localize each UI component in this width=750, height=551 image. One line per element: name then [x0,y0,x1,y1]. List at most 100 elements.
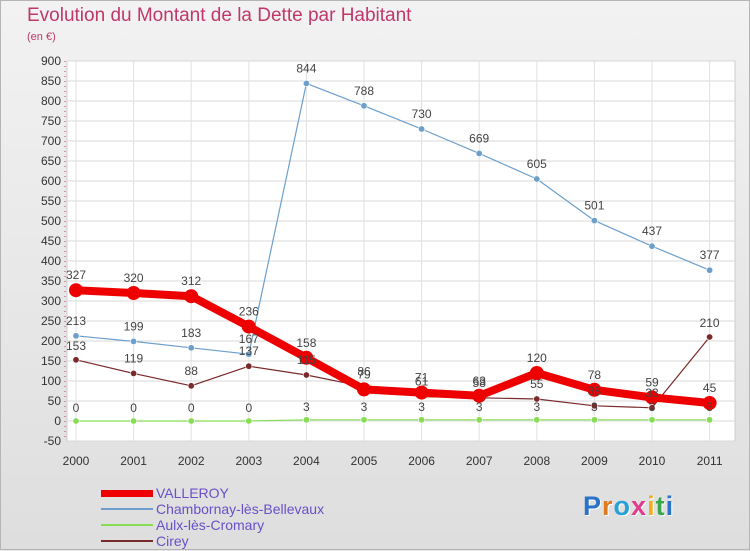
y-tick-label: 700 [41,134,61,148]
logo-letter: i [665,491,675,521]
logo-letter: t [655,491,666,521]
data-point [130,417,138,425]
plot-area [66,60,736,442]
legend-label: Aulx-lès-Cromary [156,517,265,533]
y-tick-label: 200 [41,334,61,348]
data-point [418,416,426,424]
data-point [72,417,80,425]
data-point [187,417,195,425]
y-tick-label: 450 [41,234,61,248]
data-point [475,416,483,424]
y-tick-label: 150 [41,354,61,368]
data-label: 0 [73,401,80,415]
y-tick-label: 50 [48,394,62,408]
x-tick-label: 2010 [639,454,666,468]
data-point [645,390,659,405]
data-point [245,350,253,358]
y-tick-label: 100 [41,374,61,388]
series-line-2 [76,419,710,422]
x-tick-label: 2004 [293,454,320,468]
y-tick-label: 500 [41,214,61,228]
data-point [706,416,714,424]
data-label: 3 [476,400,483,414]
x-tick-label: 2002 [178,454,205,468]
data-label: 320 [124,271,144,285]
data-point [130,369,138,377]
x-tick-label: 2005 [351,454,378,468]
y-tick-label: 400 [41,254,61,268]
data-point [72,332,80,340]
data-label: 3 [706,400,713,414]
data-label: 58 [473,376,487,390]
data-label: 158 [296,336,316,350]
data-point [360,416,368,424]
data-label: 210 [700,316,720,330]
y-tick-label: 0 [54,414,61,428]
data-label: 0 [130,401,137,415]
data-point [590,217,598,225]
data-label: 213 [66,314,86,328]
y-tick-label: 650 [41,154,61,168]
data-point [187,382,195,390]
data-label: 312 [181,274,201,288]
data-label: 79 [357,367,371,381]
data-label: 55 [530,377,544,391]
data-label: 730 [412,107,432,121]
data-point [302,416,310,424]
data-label: 0 [188,401,195,415]
data-label: 3 [303,400,310,414]
data-label: 115 [297,353,316,367]
x-tick-label: 2009 [581,454,608,468]
y-tick-label: -50 [44,434,62,448]
data-point [418,125,426,133]
data-label: 236 [239,305,259,319]
logo-letter: P [583,491,603,521]
y-tick-label: 350 [41,274,61,288]
data-point [245,417,253,425]
data-label: 120 [527,351,547,365]
data-label: 0 [245,401,252,415]
data-label: 3 [361,400,368,414]
data-label: 59 [645,375,659,389]
data-point [529,366,544,380]
x-tick-label: 2008 [523,454,550,468]
data-point [72,356,80,364]
x-tick-label: 2011 [697,454,723,468]
data-label: 3 [649,400,656,414]
data-label: 33 [645,386,659,400]
data-point [187,344,195,352]
data-point [648,416,656,424]
series-line-0 [75,286,710,407]
data-label: 501 [584,199,604,213]
legend-swatch [101,524,153,526]
data-label: 71 [415,371,429,385]
data-point [302,79,310,87]
data-label: 153 [66,339,86,353]
data-point [184,289,199,304]
data-label: 86 [357,365,371,379]
x-tick-label: 2006 [408,454,435,468]
legend-swatch [101,489,153,497]
data-label: 63 [473,374,487,388]
data-point [69,283,83,298]
data-point [533,175,541,183]
data-point [702,396,717,410]
data-point [414,385,429,400]
data-label: 183 [181,326,201,340]
data-point [245,362,253,370]
y-tick-label: 300 [41,294,61,308]
data-point [302,371,310,379]
series-line-1 [75,82,710,355]
data-label: 3 [533,400,540,414]
data-label: 844 [296,61,316,75]
y-tick-label: 800 [41,94,61,108]
data-label: 167 [239,332,259,346]
data-label: 88 [185,364,199,378]
chart-subtitle: (en €) [27,31,56,43]
logo-letter: x [631,491,648,521]
data-label: 327 [66,268,86,282]
data-label: 38 [588,384,602,398]
proxiti-logo: Proxiti [583,491,674,522]
data-point [357,382,371,397]
